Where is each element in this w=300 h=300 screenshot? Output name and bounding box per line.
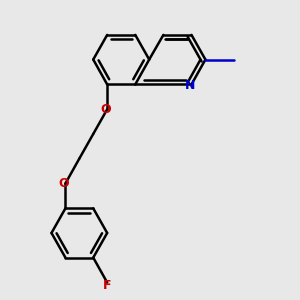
- Text: F: F: [103, 279, 111, 292]
- Text: N: N: [185, 79, 195, 92]
- Text: O: O: [100, 103, 111, 116]
- Text: O: O: [59, 177, 69, 190]
